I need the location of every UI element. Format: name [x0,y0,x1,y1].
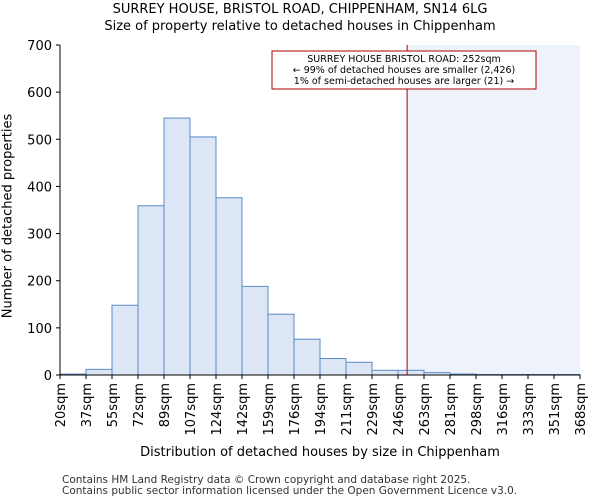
x-tick-label: 142sqm [236,383,251,436]
x-tick-label: 72sqm [132,383,147,427]
x-tick-label: 37sqm [80,383,95,427]
bar-55sqm [111,304,139,376]
bar-142sqm [241,285,269,376]
y-tick-label: 400 [27,180,52,195]
bar-194sqm [319,358,347,376]
x-tick-label: 211sqm [340,383,355,436]
bar-72sqm [137,205,165,376]
x-tick-label: 20sqm [54,383,69,427]
bar-37sqm [85,368,113,376]
footer-line-2: Contains public sector information licen… [62,485,518,497]
x-tick-label: 124sqm [210,383,225,436]
chart-title: SURREY HOUSE, BRISTOL ROAD, CHIPPENHAM, … [112,2,488,17]
x-tick-label: 316sqm [496,383,511,436]
bar-107sqm [189,136,217,376]
x-tick-label: 246sqm [392,383,407,436]
y-tick-label: 700 [27,39,52,54]
x-tick-label: 281sqm [444,383,459,436]
highlight-region [407,45,580,375]
y-tick-label: 300 [27,228,52,243]
bar-159sqm [267,313,295,376]
x-tick-label: 298sqm [470,383,485,436]
chart-subtitle: Size of property relative to detached ho… [104,19,496,34]
x-axis-label: Distribution of detached houses by size … [140,445,500,460]
annotation-line-2: ← 99% of detached houses are smaller (2,… [293,65,516,76]
x-tick-label: 333sqm [522,383,537,436]
bar-89sqm [163,117,191,376]
x-tick-label: 55sqm [106,383,121,427]
x-tick-label: 159sqm [262,383,277,436]
x-tick-label: 107sqm [184,383,199,436]
x-tick-label: 368sqm [574,383,589,436]
bar-211sqm [345,361,373,376]
annotation-line-1: SURREY HOUSE BRISTOL ROAD: 252sqm [307,54,501,65]
bar-124sqm [215,197,243,376]
bar-176sqm [293,338,321,376]
y-tick-label: 0 [44,369,52,384]
y-tick-label: 200 [27,275,52,290]
y-tick-label: 500 [27,133,52,148]
bar-229sqm [371,369,399,376]
y-tick-label: 100 [27,322,52,337]
x-tick-label: 263sqm [418,383,433,436]
footer-line-1: Contains HM Land Registry data © Crown c… [62,474,471,486]
y-tick-label: 600 [27,86,52,101]
x-tick-label: 89sqm [158,383,173,427]
x-tick-label: 351sqm [548,383,563,436]
x-tick-label: 194sqm [314,383,329,436]
x-tick-label: 176sqm [288,383,303,436]
y-axis-label: Number of detached properties [0,113,16,319]
x-tick-label: 229sqm [366,383,381,436]
bar-246sqm [397,369,425,376]
annotation-box [271,50,537,90]
annotation-line-3: 1% of semi-detached houses are larger (2… [294,76,514,87]
